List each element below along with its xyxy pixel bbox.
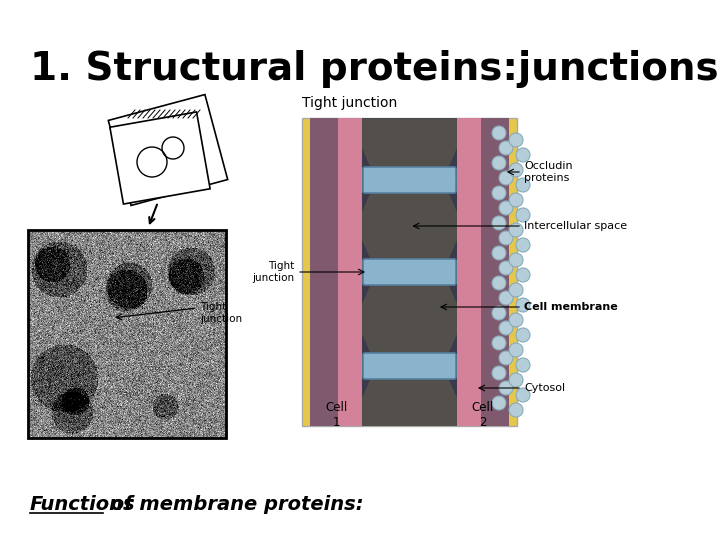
- Bar: [310, 118, 338, 426]
- Text: Tight
junction: Tight junction: [200, 302, 242, 323]
- Text: Tight
junction: Tight junction: [252, 261, 294, 283]
- Text: Cell membrane: Cell membrane: [524, 302, 618, 312]
- Text: of membrane proteins:: of membrane proteins:: [104, 495, 364, 514]
- FancyBboxPatch shape: [363, 259, 456, 285]
- Circle shape: [516, 388, 530, 402]
- Circle shape: [509, 403, 523, 417]
- Bar: [481, 118, 509, 426]
- Circle shape: [516, 298, 530, 312]
- Circle shape: [509, 253, 523, 267]
- Circle shape: [499, 261, 513, 275]
- Circle shape: [516, 328, 530, 342]
- Circle shape: [492, 186, 506, 200]
- Circle shape: [499, 351, 513, 365]
- Circle shape: [499, 321, 513, 335]
- Circle shape: [499, 231, 513, 245]
- Text: Occludin
proteins: Occludin proteins: [524, 161, 572, 183]
- Circle shape: [516, 358, 530, 372]
- Circle shape: [516, 148, 530, 162]
- FancyBboxPatch shape: [363, 167, 456, 193]
- Circle shape: [492, 366, 506, 380]
- Circle shape: [492, 156, 506, 170]
- Bar: [457, 118, 509, 426]
- Bar: [28, 230, 226, 438]
- Circle shape: [499, 201, 513, 215]
- Circle shape: [492, 216, 506, 230]
- Polygon shape: [362, 334, 376, 398]
- Circle shape: [492, 126, 506, 140]
- Polygon shape: [362, 240, 376, 304]
- Circle shape: [509, 373, 523, 387]
- Circle shape: [509, 343, 523, 357]
- Text: Cytosol: Cytosol: [524, 383, 565, 393]
- Bar: [310, 118, 362, 426]
- Circle shape: [492, 306, 506, 320]
- Text: Cell
2: Cell 2: [472, 401, 494, 429]
- Circle shape: [492, 276, 506, 290]
- Polygon shape: [110, 112, 210, 204]
- Circle shape: [499, 381, 513, 395]
- Circle shape: [499, 141, 513, 155]
- Circle shape: [499, 171, 513, 185]
- Circle shape: [492, 396, 506, 410]
- Circle shape: [516, 268, 530, 282]
- FancyBboxPatch shape: [363, 353, 456, 379]
- Circle shape: [492, 336, 506, 350]
- Bar: [302, 118, 517, 426]
- Circle shape: [516, 178, 530, 192]
- Polygon shape: [443, 334, 457, 398]
- Circle shape: [509, 313, 523, 327]
- Circle shape: [509, 163, 523, 177]
- Circle shape: [509, 133, 523, 147]
- Text: Cell
1: Cell 1: [325, 401, 347, 429]
- Circle shape: [509, 283, 523, 297]
- Circle shape: [499, 291, 513, 305]
- Text: Intercellular space: Intercellular space: [524, 221, 627, 231]
- Circle shape: [509, 223, 523, 237]
- Circle shape: [516, 208, 530, 222]
- Polygon shape: [443, 240, 457, 304]
- Polygon shape: [362, 118, 457, 426]
- Circle shape: [492, 246, 506, 260]
- Circle shape: [509, 193, 523, 207]
- Circle shape: [516, 238, 530, 252]
- Text: Tight junction: Tight junction: [302, 96, 397, 110]
- Text: 1. Structural proteins:junctions: 1. Structural proteins:junctions: [30, 50, 719, 88]
- Text: Functions: Functions: [30, 495, 135, 514]
- Polygon shape: [362, 148, 376, 212]
- Polygon shape: [443, 148, 457, 212]
